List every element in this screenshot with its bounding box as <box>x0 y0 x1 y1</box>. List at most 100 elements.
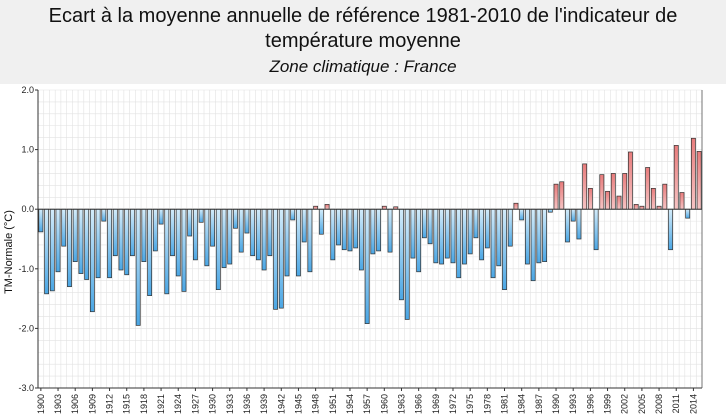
x-tick-label: 1942 <box>276 394 286 414</box>
bar-1928 <box>198 208 204 223</box>
bar-1936 <box>244 208 250 234</box>
bar-1998 <box>599 174 605 210</box>
bar-1949 <box>318 208 324 235</box>
bar-1941 <box>273 208 278 310</box>
x-tick-label: 1924 <box>173 394 183 414</box>
bar-1957 <box>364 208 370 324</box>
bar-1963 <box>399 208 404 301</box>
bar-1999 <box>605 190 610 210</box>
bar-1902 <box>49 208 55 292</box>
bar-1918 <box>141 208 147 262</box>
x-tick-label: 1957 <box>362 394 372 414</box>
bar-1995 <box>582 163 588 210</box>
bar-1974 <box>462 208 467 265</box>
x-tick-label: 1906 <box>70 394 80 414</box>
bar-1916 <box>130 208 135 257</box>
bar-1965 <box>410 208 416 259</box>
x-tick-label: 1945 <box>293 394 303 414</box>
bar-1923 <box>170 208 175 257</box>
bar-1915 <box>124 208 130 276</box>
bar-1939 <box>261 208 267 271</box>
bar-1932 <box>221 208 227 268</box>
bar-1947 <box>307 208 313 273</box>
y-ticks: 2.0 1.0 0.0 -1.0 -2.0 -3.0 <box>18 85 38 393</box>
chart-title-line2: température moyenne <box>265 30 461 52</box>
chart-title: Ecart à la moyenne annuelle de référence… <box>0 4 726 54</box>
x-tick-label: 1921 <box>156 394 166 414</box>
x-ticks: 1900 1903 1906 1909 1912 1915 1918 1921 1924 1927… <box>36 388 698 414</box>
x-tick-label: 1969 <box>431 394 441 414</box>
x-tick-label: 1987 <box>534 394 544 414</box>
bar-1986 <box>530 208 536 282</box>
x-tick-label: 2008 <box>654 394 664 414</box>
chart-title-line1: Ecart à la moyenne annuelle de référence… <box>48 5 678 27</box>
bar-1926 <box>187 208 193 237</box>
bar-1997 <box>593 208 599 251</box>
bar-1922 <box>164 208 170 295</box>
bar-1943 <box>284 208 290 277</box>
bar-1920 <box>152 208 158 252</box>
x-tick-label: 1948 <box>311 394 321 414</box>
x-tick-label: 1900 <box>36 394 46 414</box>
bar-2011 <box>673 145 679 210</box>
bar-1968 <box>427 208 433 245</box>
bar-1958 <box>370 208 376 255</box>
bar-1969 <box>433 208 439 264</box>
bar-1907 <box>78 208 84 274</box>
bar-1935 <box>238 208 244 253</box>
bar-1984 <box>519 208 525 221</box>
bar-2004 <box>633 204 639 210</box>
bar-1981 <box>502 208 507 291</box>
bars <box>38 137 702 326</box>
bar-2006 <box>645 167 651 210</box>
x-tick-label: 1996 <box>585 394 595 414</box>
x-tick-label: 1990 <box>551 394 561 414</box>
bar-2000 <box>610 173 616 210</box>
bar-2009 <box>662 183 668 210</box>
x-tick-label: 1978 <box>482 394 492 414</box>
bar-1900 <box>38 208 44 233</box>
x-tick-label: 1999 <box>603 394 613 414</box>
bar-1983 <box>513 202 519 210</box>
y-tick-label: -1.0 <box>18 264 34 274</box>
bar-1956 <box>359 208 364 271</box>
x-tick-label: 1951 <box>328 394 338 414</box>
x-tick-label: 1912 <box>105 394 115 414</box>
bar-1917 <box>135 208 141 326</box>
y-tick-label: 2.0 <box>21 85 34 95</box>
bar-1982 <box>507 208 513 247</box>
bar-1966 <box>416 208 422 273</box>
bar-1929 <box>204 208 210 267</box>
x-tick-label: 1936 <box>242 394 252 414</box>
x-tick-label: 2014 <box>688 394 698 414</box>
bar-1933 <box>227 208 233 265</box>
x-tick-label: 1993 <box>568 394 578 414</box>
bar-1930 <box>210 208 215 247</box>
x-tick-label: 1933 <box>225 394 235 414</box>
bar-1980 <box>496 208 502 267</box>
bar-1903 <box>55 208 61 273</box>
chart-header: Ecart à la moyenne annuelle de référence… <box>0 0 726 84</box>
bar-1940 <box>267 208 273 257</box>
bar-1924 <box>175 208 181 277</box>
x-tick-label: 1963 <box>396 394 406 414</box>
x-tick-label: 1966 <box>414 394 424 414</box>
bar-1972 <box>450 208 456 264</box>
bar-1925 <box>181 208 187 292</box>
bar-1919 <box>147 208 153 296</box>
bar-2001 <box>616 195 622 210</box>
bar-1937 <box>250 208 256 257</box>
bar-1914 <box>118 208 124 271</box>
bar-1976 <box>473 208 479 239</box>
x-tick-label: 1927 <box>190 394 200 414</box>
x-tick-label: 1984 <box>517 394 527 414</box>
bar-2015 <box>696 151 702 210</box>
bar-1901 <box>44 208 49 295</box>
bar-1985 <box>525 208 530 265</box>
bar-1990 <box>553 183 559 210</box>
bar-1931 <box>215 208 221 291</box>
bar-1927 <box>193 208 198 261</box>
bar-1977 <box>479 208 485 261</box>
bar-1906 <box>72 208 78 262</box>
y-axis-label: TM-Normale (°C) <box>3 210 15 294</box>
